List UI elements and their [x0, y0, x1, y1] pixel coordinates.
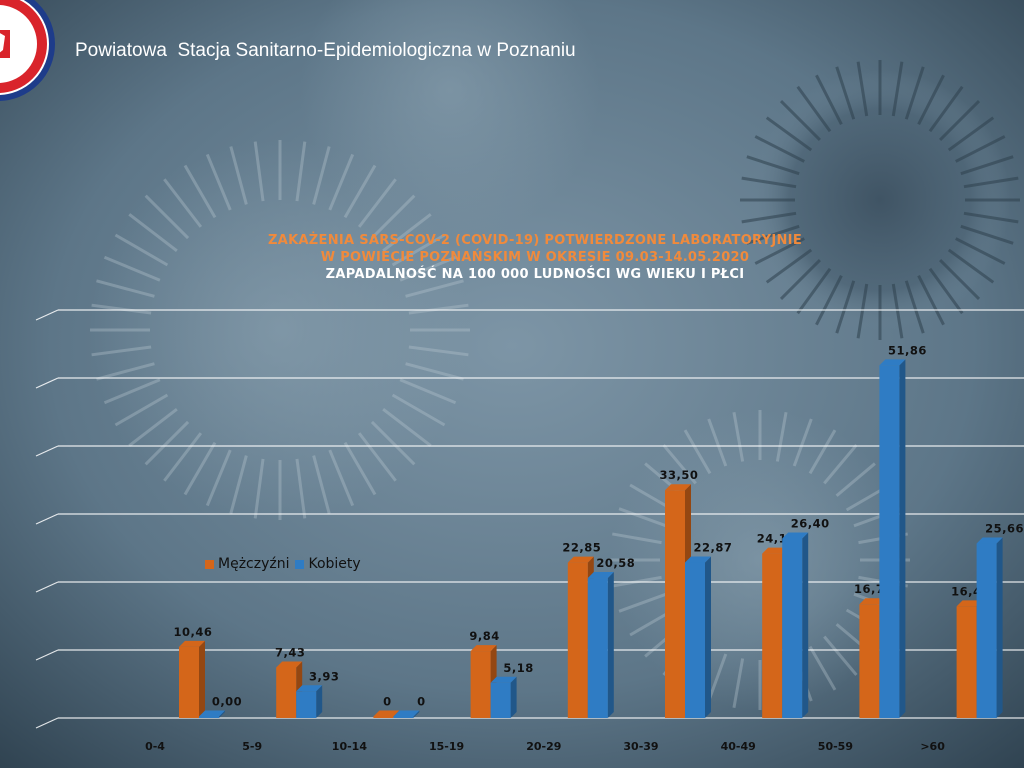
x-tick-label: 10-14 — [332, 740, 368, 753]
x-tick-label: >60 — [920, 740, 945, 753]
x-tick-label: 50-59 — [818, 740, 853, 753]
bar-men — [373, 716, 394, 718]
legend-swatch-women — [295, 559, 305, 569]
gridline-slant — [35, 581, 59, 593]
bar-women-top — [685, 556, 711, 563]
gridline-slant — [35, 445, 59, 457]
x-tick-label: 15-19 — [429, 740, 464, 753]
bar-women-side — [996, 537, 1003, 718]
bar-women — [199, 716, 219, 718]
gridline-slant — [35, 309, 59, 321]
bar-men-side — [199, 640, 205, 718]
data-label-men: 7,43 — [275, 645, 305, 659]
bar-men-top — [956, 600, 983, 607]
bar-women-side — [219, 710, 225, 718]
gridline-slant — [35, 649, 59, 661]
x-tick-label: 20-29 — [526, 740, 561, 753]
bar-men-top — [762, 547, 789, 554]
bar-women-top — [782, 532, 809, 539]
legend-swatch-men — [205, 559, 214, 569]
x-tick-label: 30-39 — [623, 740, 658, 753]
bar-women — [879, 365, 900, 718]
chart-subtitle: ZAPADALNOŚĆ NA 100 000 LUDNOŚCI WG WIEKU… — [325, 267, 745, 282]
bar-women — [490, 682, 511, 718]
bar-women-top — [490, 676, 517, 683]
data-label-men: 22,85 — [562, 541, 601, 555]
data-label-women: 20,58 — [596, 556, 635, 570]
bar-men — [276, 667, 297, 718]
bar-women-top — [976, 537, 1003, 544]
bar-women — [587, 578, 608, 718]
legend-item-women: Kobiety — [295, 556, 361, 572]
data-label-women: 5,18 — [503, 661, 533, 675]
chart-legend: Mężczyźni Kobiety — [205, 556, 367, 572]
bar-women — [393, 716, 414, 718]
data-label-women: 0 — [417, 695, 426, 709]
bar-men — [762, 553, 783, 718]
x-tick-label: 5-9 — [242, 740, 262, 753]
x-tick-label: 0-4 — [145, 740, 165, 753]
bar-men-top — [179, 640, 205, 647]
data-label-women: 26,40 — [791, 516, 830, 530]
legend-label-men: Mężczyźni — [218, 556, 290, 572]
bar-women — [976, 543, 997, 718]
bar-men-top — [567, 556, 594, 563]
bar-men — [665, 490, 685, 718]
data-label-men: 9,84 — [469, 629, 499, 643]
bar-men-top — [373, 710, 400, 717]
bar-men — [179, 646, 199, 718]
bar-men — [567, 562, 588, 718]
data-label-men: 10,46 — [174, 625, 213, 639]
data-label-men: 33,50 — [660, 468, 699, 482]
gridline-slant — [35, 513, 59, 525]
data-label-women: 25,66 — [985, 522, 1024, 536]
bar-women — [296, 691, 317, 718]
data-label-men: 0 — [383, 695, 392, 709]
bar-women — [782, 538, 803, 718]
chart-title-line-1: ZAKAŻENIA SARS-COV-2 (COVID-19) POTWIERD… — [267, 233, 803, 248]
data-label-women: 3,93 — [309, 669, 339, 683]
bar-women-side — [510, 676, 517, 718]
data-label-women: 0,00 — [212, 695, 242, 709]
gridline-slant — [35, 717, 59, 729]
bar-women-top — [587, 572, 614, 579]
bar-men-top — [859, 598, 886, 605]
bar-women-side — [607, 572, 614, 718]
bar-women-top — [199, 710, 225, 717]
sanepid-logo — [0, 0, 55, 101]
data-label-women: 22,87 — [694, 540, 733, 554]
bar-men — [470, 651, 491, 718]
bar-women-top — [879, 359, 906, 366]
data-label-women: 51,86 — [888, 343, 927, 357]
bar-women-top — [296, 685, 323, 692]
legend-label-women: Kobiety — [308, 556, 361, 572]
chart-title-block: ZAKAŻENIA SARS-COV-2 (COVID-19) POTWIERD… — [150, 232, 920, 283]
bar-men — [859, 604, 880, 718]
bar-women-top — [393, 710, 420, 717]
x-tick-label: 40-49 — [721, 740, 756, 753]
gridline-slant — [35, 377, 59, 389]
bar-women-side — [413, 710, 420, 718]
bar-men-top — [665, 484, 691, 491]
bar-women-side — [802, 532, 809, 718]
organization-title: Powiatowa Stacja Sanitarno-Epidemiologic… — [75, 40, 576, 61]
bar-men-top — [470, 645, 497, 652]
bar-women-side — [705, 556, 711, 718]
bar-women-side — [899, 359, 906, 718]
chart-title-line-2: W POWIECIE POZNAŃSKIM W OKRESIE 09.03-14… — [320, 250, 750, 265]
bar-men — [956, 606, 977, 718]
bar-women-side — [316, 685, 323, 718]
legend-item-men: Mężczyźni — [205, 556, 289, 572]
bar-men-top — [276, 661, 303, 668]
bar-women — [685, 562, 705, 718]
